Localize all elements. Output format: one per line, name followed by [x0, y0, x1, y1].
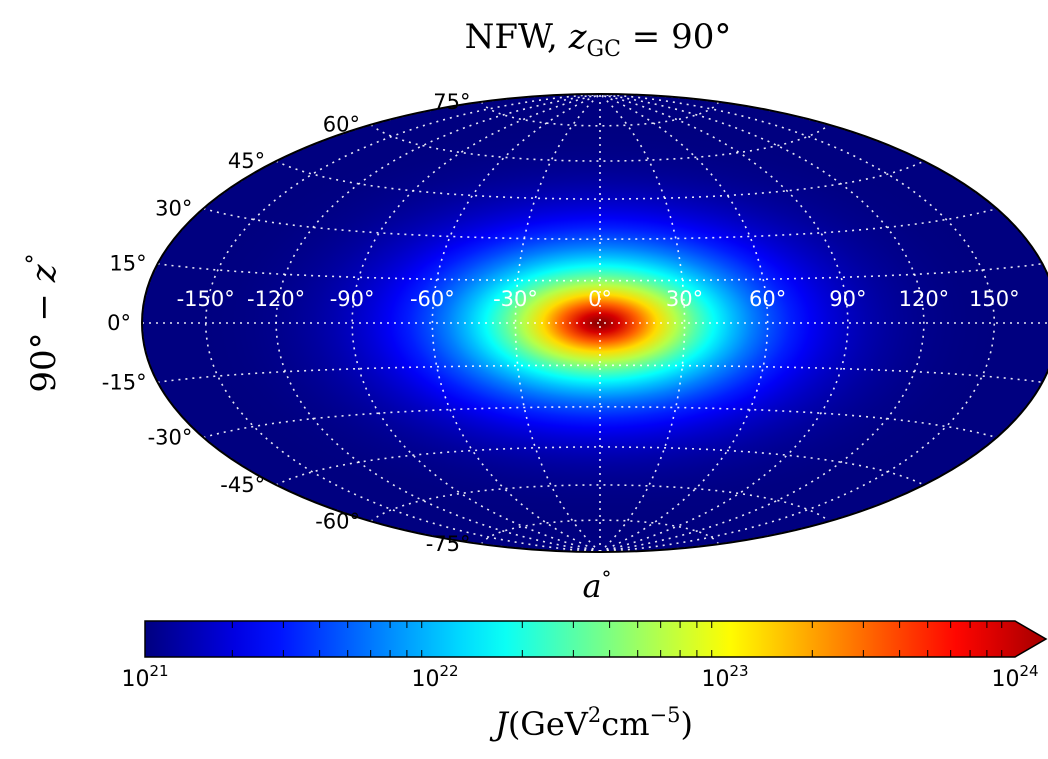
- longitude-tick-label: -30°: [493, 287, 538, 311]
- colorbar-tick-label: 1021: [121, 662, 168, 692]
- y-axis-label-sup: °: [23, 253, 48, 264]
- latitude-tick-label: 60°: [323, 113, 360, 137]
- longitude-tick-labels: -150° -120° -90° -60° -30° 0° 30° 60° 90° 120° 150…: [177, 287, 1020, 311]
- colorbar-label-sup2: −5: [650, 703, 681, 727]
- x-axis-label-sup: °: [602, 566, 612, 590]
- y-axis-label-var: z: [24, 263, 64, 283]
- colorbar-label-mid: cm: [601, 705, 649, 743]
- latitude-tick-labels: 75° 60° 45° 30° 15° 0° -15° -30° -45° -60° -75°: [102, 90, 471, 556]
- longitude-tick-label: 120°: [899, 287, 950, 311]
- latitude-tick-label: -60°: [315, 509, 360, 533]
- latitude-tick-label: -15°: [102, 370, 147, 394]
- latitude-tick-label: 30°: [155, 197, 192, 221]
- latitude-tick-label: -30°: [148, 426, 193, 450]
- parallel-line: [157, 364, 1043, 384]
- colorbar-bar: [144, 620, 1048, 658]
- chart-title: NFW, zGC = 90°: [465, 17, 732, 62]
- latitude-tick-label: -45°: [220, 473, 265, 497]
- longitude-tick-label: 30°: [666, 287, 703, 311]
- chart-title-var: z: [568, 17, 588, 57]
- chart-title-suffix: = 90°: [621, 17, 731, 57]
- parallel-line: [157, 262, 1043, 282]
- parallel-line: [370, 124, 830, 162]
- longitude-tick-label: -90°: [330, 287, 375, 311]
- longitude-tick-label: 60°: [749, 287, 786, 311]
- sky-map-border: [141, 93, 1048, 553]
- sky-map-fill: [142, 94, 1048, 552]
- sky-map: [141, 93, 1048, 553]
- colorbar-tick-label: 1022: [411, 662, 458, 692]
- longitude-tick-label: -150°: [177, 287, 235, 311]
- latitude-tick-label: -75°: [426, 532, 471, 556]
- colorbar: 1021 1022 1023 1024 J(GeV2cm−5): [121, 620, 1048, 743]
- colorbar-label-close: ): [681, 705, 693, 743]
- colorbar-ticks: [231, 621, 1003, 657]
- colorbar-tick-label: 1024: [991, 662, 1038, 692]
- longitude-tick-label: -60°: [410, 287, 455, 311]
- latitude-tick-label: 45°: [228, 149, 265, 173]
- latitude-tick-label: 0°: [107, 311, 131, 335]
- chart-title-sub: GC: [587, 37, 621, 62]
- longitude-tick-label: 90°: [829, 287, 866, 311]
- latitude-tick-label: 75°: [433, 90, 470, 114]
- longitude-tick-label: -120°: [247, 287, 305, 311]
- meridian-line: [599, 94, 925, 552]
- longitude-tick-label: 0°: [588, 287, 612, 311]
- latitude-tick-label: 15°: [109, 252, 146, 276]
- colorbar-label-sup1: 2: [588, 703, 601, 727]
- y-axis-label: 90° − z°: [23, 253, 64, 392]
- colorbar-label-var: J: [489, 705, 510, 743]
- longitude-tick-label: 150°: [969, 287, 1020, 311]
- colorbar-label: J(GeV2cm−5): [489, 703, 693, 743]
- y-axis-label-text: 90° −: [24, 282, 64, 392]
- x-axis-label: a°: [582, 566, 611, 605]
- colorbar-label-open: (GeV: [508, 705, 589, 743]
- chart-title-prefix: NFW,: [465, 17, 569, 57]
- parallel-line: [370, 484, 830, 522]
- colorbar-tick-labels: 1021 1022 1023 1024: [121, 662, 1038, 692]
- colorbar-tick-label: 1023: [701, 662, 748, 692]
- x-axis-label-var: a: [582, 567, 601, 605]
